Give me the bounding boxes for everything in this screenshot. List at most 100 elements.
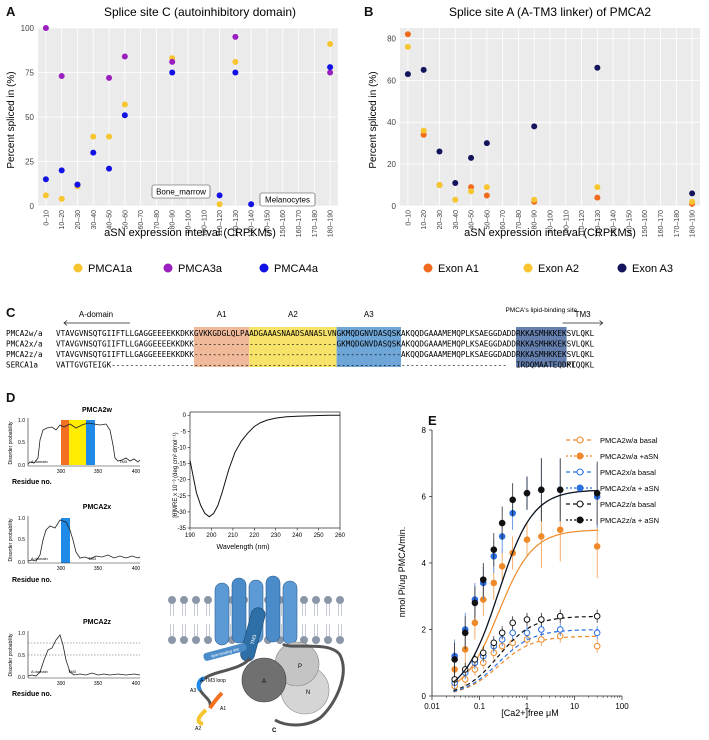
- sequence-segment-end: PLQQKL: [567, 361, 595, 370]
- pmca-structure-cartoon: TM3 lipid-binding site A3 A-TM3 loop A2 …: [168, 575, 345, 734]
- data-point: [523, 629, 531, 637]
- x-tick-label: 70–80: [516, 210, 523, 230]
- y-tick-label: 0: [422, 692, 427, 701]
- x-tick-label: 150–160: [280, 210, 287, 237]
- x-tick-label: 170–180: [674, 210, 681, 237]
- data-point-pmca3a: [121, 53, 128, 60]
- lipid-head: [324, 596, 332, 604]
- xtick: 350: [94, 469, 103, 475]
- x-tick-label: 0.01: [424, 702, 440, 711]
- ytick: 1.0: [18, 516, 25, 522]
- legend-label: Exon A1: [438, 263, 479, 275]
- x-tick-label: 90–100: [548, 210, 555, 233]
- sequence-segment-a3: GKMQDGNVDASQSK: [337, 329, 402, 338]
- ytick: 0.0: [18, 560, 25, 566]
- legend-marker: [576, 436, 584, 444]
- sequence-segment-lipid: RKKASMHKKEK: [516, 340, 567, 349]
- y-tick-label: 50: [25, 113, 34, 122]
- x-tick-label: 180–190: [328, 210, 335, 237]
- tm-helix: [265, 575, 281, 643]
- data-point: [523, 616, 531, 623]
- lipid-tail: [194, 624, 198, 636]
- data-point: [509, 629, 517, 637]
- disorder-curve: [27, 422, 141, 465]
- x-tick-label: 10–20: [421, 210, 428, 230]
- data-point-pmca4a: [121, 112, 128, 119]
- data-point-exon-a3: [483, 140, 490, 147]
- p-domain-label: P: [298, 664, 302, 670]
- x-tick-label: 200: [206, 533, 217, 539]
- data-point: [537, 636, 545, 643]
- y-tick-label: 6: [422, 493, 427, 502]
- chart-b-xlabel: aSN expression interval (CRPKMs): [464, 227, 636, 239]
- tm-helix: [282, 580, 298, 645]
- legend-marker: [259, 263, 269, 273]
- data-point: [479, 649, 487, 657]
- a-domain-label: A: [262, 679, 266, 685]
- x-tick-label: 250: [314, 533, 325, 539]
- data-point-pmca3a: [58, 73, 65, 80]
- lipid-head: [312, 636, 320, 644]
- fit-curve: [453, 489, 599, 683]
- data-point-pmca1a: [232, 58, 239, 65]
- ytick: 0.5: [18, 537, 25, 543]
- x-tick-label: 30–40: [91, 210, 98, 230]
- legend-label: PMCA2x/a + aSN: [600, 484, 659, 493]
- legend-label: PMCA3a: [178, 263, 223, 275]
- profile-ylabel: Disorder probability: [8, 518, 14, 562]
- lipid-head: [168, 596, 176, 604]
- y-tick-label: 40: [387, 118, 396, 127]
- data-point: [593, 612, 601, 620]
- xtick: 400: [132, 681, 141, 687]
- a3-label: A3: [190, 688, 196, 694]
- sequence-segment-a2: -------------------: [249, 340, 336, 349]
- data-point-exon-a3: [436, 148, 443, 155]
- sequence-segment-a1: ------------: [194, 361, 249, 370]
- x-tick-label: 240: [292, 533, 303, 539]
- tm-label: TM3: [88, 556, 97, 561]
- x-tick-label: 140–150: [264, 210, 271, 237]
- panel-letter-c: C: [6, 305, 16, 320]
- data-point: [461, 629, 469, 637]
- xtick: 350: [94, 681, 103, 687]
- chart-b-title: Splice site A (A-TM3 linker) of PMCA2: [449, 5, 651, 19]
- x-tick-label: 30–40: [453, 210, 460, 230]
- x-tick-label: 60–70: [138, 210, 145, 230]
- sequence-name: PMCA2z/a: [6, 350, 43, 359]
- tm-helix: [214, 582, 230, 646]
- x-tick-label: 180–190: [690, 210, 697, 237]
- y-tick-label: 20: [387, 160, 396, 169]
- y-tick-label: 80: [387, 34, 396, 43]
- annotation-box: [259, 192, 316, 207]
- cd-ylabel: [θ]MRE x 10⁻³ (deg cm² dmol⁻¹): [173, 432, 179, 517]
- lipid-head: [204, 636, 212, 644]
- x-tick-label: 20–30: [75, 210, 82, 230]
- chart-a-xlabel: aSN expression interval (CRPKMs): [104, 227, 276, 239]
- x-tick-label: 50–60: [122, 210, 129, 230]
- x-tick-label: 100: [615, 702, 629, 711]
- lipid-binding-site-helix: [203, 643, 247, 661]
- data-point: [593, 629, 601, 637]
- data-point-exon-a3: [594, 64, 601, 71]
- lipid-head: [180, 636, 188, 644]
- data-point: [479, 576, 487, 583]
- xtick: 300: [57, 469, 66, 475]
- region-highlight-a3: [336, 327, 401, 367]
- a3-segment: [196, 676, 205, 692]
- data-point: [537, 533, 545, 540]
- a2-header: A2: [288, 310, 298, 319]
- chart-b-legend: Exon A1 Exon A2 Exon A3: [423, 263, 673, 275]
- y-tick-label: -35: [177, 526, 186, 532]
- data-point: [537, 486, 545, 494]
- data-point: [556, 626, 564, 633]
- data-point: [509, 496, 517, 504]
- ytick: 0.0: [18, 675, 25, 681]
- a1-segment: [208, 691, 224, 710]
- sequence-segment-mid: AKQQDGAAAMEMQPLKSAEGGDADD: [401, 340, 516, 349]
- data-point: [490, 579, 498, 587]
- sequence-segment-pre: VATTGVGTEIGK------------------: [56, 361, 194, 370]
- data-point: [490, 546, 498, 554]
- data-point: [471, 599, 479, 607]
- disorder-curve: [27, 634, 141, 677]
- sequence-segment-a1: GVKKGDGLQLPA: [194, 329, 250, 338]
